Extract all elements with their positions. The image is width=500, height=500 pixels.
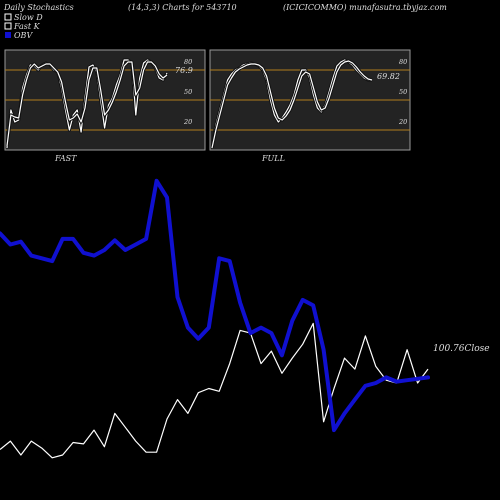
legend-slow-d-swatch: [4, 13, 12, 21]
legend-slow-d-label: Slow D: [14, 13, 43, 22]
full-panel-title: FULL: [261, 154, 285, 163]
full-tick-50: 50: [399, 88, 407, 96]
close-price-line: [0, 322, 429, 459]
full-stochastic-panel: 80 50 20 69.82 FULL: [209, 49, 411, 163]
fast-tick-80: 80: [184, 58, 192, 66]
legend-fast-k-label: Fast K: [13, 22, 41, 31]
header-center: (14,3,3) Charts for 543710: [128, 3, 237, 12]
header-left: Daily Stochastics: [3, 3, 74, 12]
fast-panel-title: FAST: [54, 154, 77, 163]
full-last-value: 69.82: [377, 72, 400, 81]
fast-tick-50: 50: [184, 88, 192, 96]
full-level-lines: [210, 69, 410, 131]
legend-obv-swatch: [5, 32, 11, 38]
full-series-lines: [210, 58, 373, 149]
fast-series-lines: [5, 58, 169, 149]
close-last-value: 100.76Close: [433, 344, 490, 354]
main-price-obv-chart: [0, 178, 430, 459]
full-tick-20: 20: [398, 118, 407, 126]
full-tick-80: 80: [399, 58, 407, 66]
legend-fast-k-swatch: [4, 22, 12, 30]
fast-series-1-line: [6, 61, 168, 147]
fast-stochastic-panel: 80 50 20 76.9 FAST: [4, 49, 206, 163]
header-right: (ICICICOMMO) munafasutra.tbyjaz.com: [283, 3, 447, 12]
fast-tick-20: 20: [183, 118, 192, 126]
fast-last-value: 76.9: [175, 66, 193, 75]
full-series-1-line: [211, 60, 373, 149]
obv-line: [0, 178, 430, 433]
legend-obv-label: OBV: [14, 31, 33, 40]
